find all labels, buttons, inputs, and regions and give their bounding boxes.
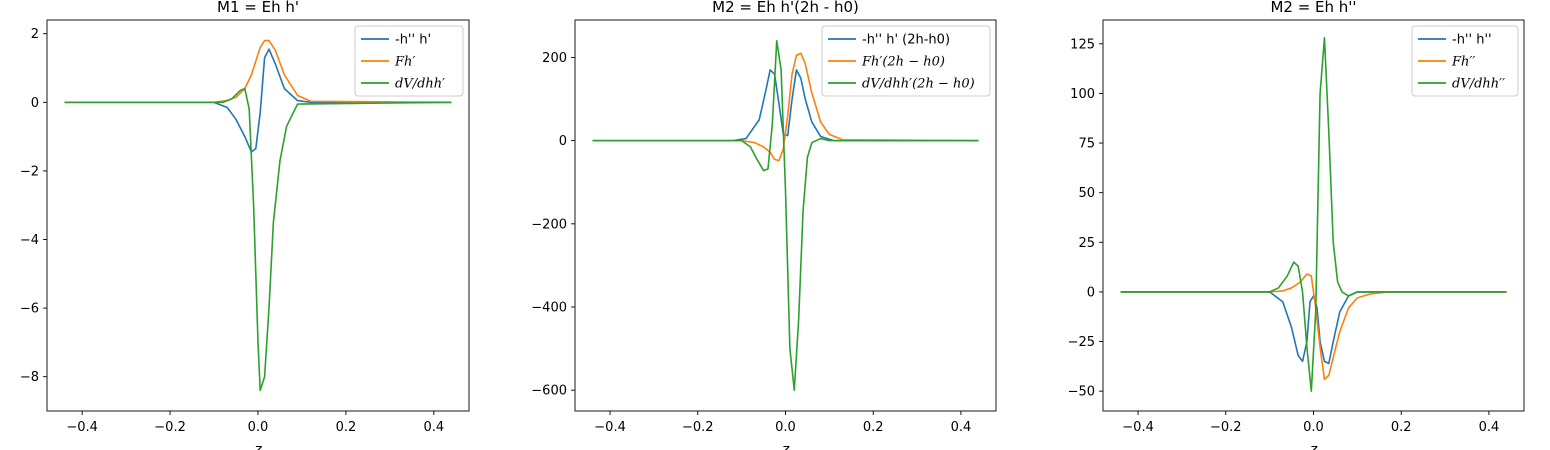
legend: -h'' h' Fh′ dV/dhh′ xyxy=(354,25,464,97)
x-tick-label: −0.2 xyxy=(682,420,714,435)
chart-title: M2 = Eh h'(2h - h0) xyxy=(712,0,859,16)
series-line-3 xyxy=(1120,37,1507,392)
y-tick-label: 2 xyxy=(31,27,39,42)
x-tick-label: 0.2 xyxy=(1391,420,1412,435)
x-tick-label: 0.4 xyxy=(1479,420,1500,435)
subplot-2: M2 = Eh h'(2h - h0) −0.4 −0.2 0.0 0.2 0.4 −600… xyxy=(531,0,997,450)
legend: -h'' h'' Fh′′ dV/dhh′′ xyxy=(1411,25,1519,97)
y-tick-label: 25 xyxy=(1078,236,1095,251)
legend-entry: Fh′ xyxy=(394,55,415,70)
y-tick-label: 50 xyxy=(1078,186,1095,201)
chart-title: M2 = Eh h'' xyxy=(1270,0,1356,16)
y-tick-label: 0 xyxy=(1087,285,1095,300)
legend-entry: dV/dhh′(2h − h0) xyxy=(862,77,975,92)
x-tick-label: 0.2 xyxy=(336,420,357,435)
chart-title: M1 = Eh h' xyxy=(217,0,299,16)
legend-box xyxy=(821,25,991,97)
y-tick-label: −25 xyxy=(1068,335,1095,350)
x-tick-label: −0.4 xyxy=(1122,420,1154,435)
y-tick-label: −400 xyxy=(531,301,567,316)
series-line-3 xyxy=(592,39,979,392)
x-tick-label: −0.4 xyxy=(66,420,98,435)
y-tick-label: −600 xyxy=(531,384,567,399)
series-line-3 xyxy=(64,87,452,392)
legend-entry: dV/dhh′′ xyxy=(1452,77,1505,92)
x-tick-label: 0.0 xyxy=(248,420,269,435)
legend-entry: -h'' h' xyxy=(395,33,431,48)
x-tick-label: 0.4 xyxy=(423,420,444,435)
legend-entry: dV/dhh′ xyxy=(395,77,445,92)
x-tick-label: −0.4 xyxy=(594,420,626,435)
x-tick-label: 0.4 xyxy=(951,420,972,435)
y-tick-label: −50 xyxy=(1068,385,1095,400)
x-tick-label: −0.2 xyxy=(154,420,186,435)
plot-area xyxy=(64,39,452,392)
x-tick-label: 0.2 xyxy=(863,420,884,435)
legend-entry: -h'' h' (2h-h0) xyxy=(862,33,950,48)
y-tick-label: 100 xyxy=(1070,87,1095,102)
series-line-1 xyxy=(64,48,452,153)
x-axis-label: z xyxy=(1309,442,1318,450)
y-tick-label: −4 xyxy=(20,233,39,248)
x-axis-label: z xyxy=(781,442,790,450)
series-line-2 xyxy=(592,52,979,162)
legend: -h'' h' (2h-h0) Fh′(2h − h0) dV/dhh′(2h − … xyxy=(821,25,991,97)
y-tick-label: −2 xyxy=(20,164,39,179)
y-tick-label: 0 xyxy=(31,96,39,111)
legend-entry: Fh′′ xyxy=(1451,55,1475,70)
y-tick-label: −200 xyxy=(531,217,567,232)
y-tick-label: −8 xyxy=(20,370,39,385)
legend-entry: -h'' h'' xyxy=(1452,33,1492,48)
series-line-2 xyxy=(1120,273,1507,381)
subplot-3: M2 = Eh h'' −0.4 −0.2 0.0 0.2 0.4 −50 −25 0 25 50 7… xyxy=(1068,0,1525,450)
legend-entry: Fh′(2h − h0) xyxy=(861,55,945,70)
plot-area xyxy=(592,39,979,392)
y-tick-label: 0 xyxy=(559,134,567,149)
x-axis-label: z xyxy=(253,442,262,450)
x-tick-label: −0.2 xyxy=(1210,420,1242,435)
legend-box xyxy=(354,25,464,97)
x-tick-label: 0.0 xyxy=(775,420,796,435)
plot-area xyxy=(1120,37,1507,392)
subplot-1: M1 = Eh h' −0.4 −0.2 0.0 0.2 0.4 −8 −6 −4 −2 0 2 z -h… xyxy=(20,0,470,450)
x-tick-label: 0.0 xyxy=(1303,420,1324,435)
y-tick-label: −6 xyxy=(20,302,39,317)
y-tick-label: 75 xyxy=(1078,137,1095,152)
y-tick-label: 125 xyxy=(1070,37,1095,52)
legend-box xyxy=(1411,25,1519,97)
y-tick-label: 200 xyxy=(542,51,567,66)
